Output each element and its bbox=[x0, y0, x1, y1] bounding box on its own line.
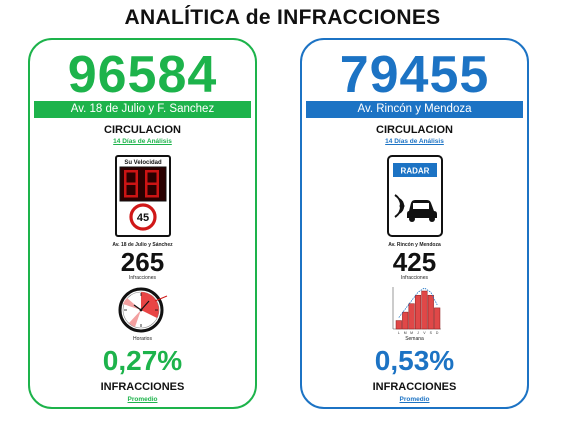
total-vehicles: 96584 bbox=[67, 46, 218, 104]
section-label: CIRCULACION bbox=[376, 124, 453, 136]
chart-bar bbox=[427, 294, 434, 330]
chart-tick-label: V bbox=[423, 331, 426, 335]
device-type-label: Su Velocidad bbox=[124, 160, 162, 166]
period-link[interactable]: 14 Días de Análisis bbox=[113, 138, 172, 145]
intersection-card-18-de-julio: 96584 Av. 18 de Julio y F. Sanchez CIRCU… bbox=[28, 38, 257, 409]
infractions-label: Infracciones bbox=[129, 275, 156, 281]
chart-bar bbox=[414, 294, 422, 330]
page-title: ANALÍTICA de INFRACCIONES bbox=[124, 6, 441, 29]
device-caption: Av. Rincón y Mendoza bbox=[388, 242, 441, 248]
section-label: CIRCULACION bbox=[104, 124, 181, 136]
infractions-count: 425 bbox=[392, 247, 437, 277]
infractions-label: Infracciones bbox=[401, 275, 428, 281]
infraction-percent: 0,27% bbox=[102, 345, 183, 376]
chart-bar bbox=[434, 307, 441, 330]
chart-bar bbox=[408, 303, 415, 330]
infraction-percent: 0,53% bbox=[374, 345, 455, 376]
speed-display-digits bbox=[124, 170, 159, 198]
device-caption: Av. 18 de Julio y Sánchez bbox=[112, 242, 173, 248]
chart-bar bbox=[395, 320, 402, 330]
clock-icon bbox=[118, 287, 168, 333]
chart-tick-label: M bbox=[410, 331, 413, 335]
average-link[interactable]: Promedio bbox=[399, 396, 430, 403]
chart-tick-label: D bbox=[436, 331, 439, 335]
period-link[interactable]: 14 Días de Análisis bbox=[385, 138, 444, 145]
chart-tick-label: M bbox=[404, 331, 407, 335]
percent-label: INFRACCIONES bbox=[372, 381, 457, 393]
percent-label: INFRACCIONES bbox=[100, 381, 185, 393]
device-type-label: RADAR bbox=[401, 167, 430, 176]
street-name-bar: Av. 18 de Julio y F. Sanchez bbox=[34, 101, 251, 118]
icon-label: Horarios bbox=[133, 336, 152, 342]
speed-sign-icon: Su Velocidad 45 bbox=[115, 155, 171, 237]
chart-bar bbox=[402, 311, 409, 330]
speed-limit-value: 45 bbox=[137, 212, 149, 224]
street-name-bar: Av. Rincón y Mendoza bbox=[306, 101, 523, 118]
icon-label: Semana bbox=[405, 336, 424, 342]
total-vehicles: 79455 bbox=[339, 46, 490, 104]
infractions-count: 265 bbox=[120, 247, 165, 277]
chart-bar bbox=[421, 290, 428, 330]
chart-tick-label: S bbox=[430, 331, 433, 335]
average-link[interactable]: Promedio bbox=[127, 396, 158, 403]
chart-tick-label: J bbox=[417, 331, 419, 335]
chart-tick-label: L bbox=[398, 331, 400, 335]
radar-sign-icon: RADAR bbox=[387, 155, 443, 237]
intersection-card-rincon: 79455 Av. Rincón y Mendoza CIRCULACION 1… bbox=[300, 38, 529, 409]
